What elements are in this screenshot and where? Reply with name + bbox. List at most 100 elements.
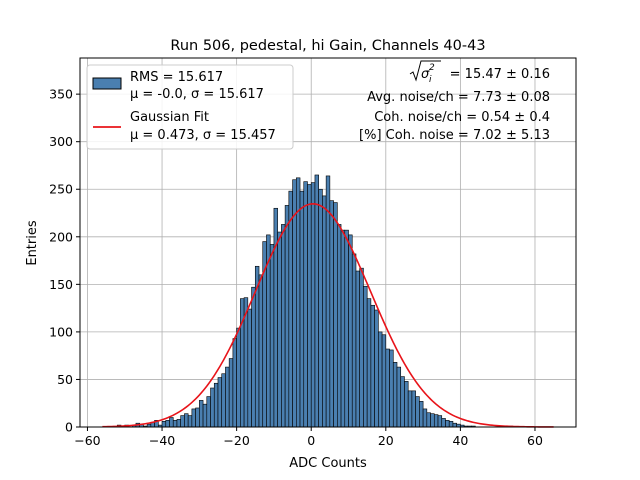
legend-histogram-label: RMS = 15.617 [130,70,223,85]
x-tick-label: 20 [378,433,394,448]
x-axis-ticks: −60 −40 −20 0 20 40 60 [74,427,543,448]
histogram-bar [232,338,237,428]
x-tick-label: 40 [452,433,468,448]
histogram-bar [333,202,338,428]
histogram-bar [176,419,181,428]
annotation-coh-noise-percent: [%] Coh. noise = 7.02 ± 5.13 [359,128,550,143]
histogram-bar [288,190,293,428]
histogram-bar [210,387,215,428]
histogram-bar [310,182,316,428]
y-tick-label: 300 [49,134,73,149]
histogram-bar [281,224,286,428]
histogram-bar [273,207,278,428]
histogram-bar [247,308,252,428]
histogram-bar [426,412,431,428]
histogram-bar [221,373,226,428]
histogram-bar [161,420,167,428]
x-tick-label: 60 [527,433,543,448]
histogram-bar [284,205,290,428]
legend: RMS = 15.617 μ = -0.0, σ = 15.617 Gaussi… [86,64,294,150]
histogram-bar [430,413,435,428]
histogram-bar [225,366,230,428]
histogram-bar [433,414,439,428]
histogram-bar [236,327,241,428]
histogram-bar [351,253,357,428]
legend-box [86,64,294,150]
histogram-bar [400,376,405,428]
sigma-subscript: i [429,75,432,85]
sigma-superscript: 2 [429,63,435,73]
histogram-bar [184,413,189,428]
legend-histogram-swatch [92,77,122,90]
histogram-bar [437,415,443,428]
y-tick-label: 0 [65,420,73,435]
histogram-bar [296,177,301,428]
histogram-bar [322,195,327,428]
histogram-bar [370,304,375,428]
histogram-bar [206,396,211,428]
histogram-bar [448,420,454,428]
histogram-bar [374,309,379,428]
annotation-coh-noise: Coh. noise/ch = 0.54 ± 0.4 [374,110,550,125]
histogram-bar [180,415,185,428]
histogram-bar [217,377,223,428]
y-tick-label: 50 [57,372,73,387]
sqrt-symbol [409,60,441,82]
sigma-symbol: σ [421,67,430,82]
histogram-bar [191,408,196,428]
histogram-bar [199,400,204,428]
histogram-bar [355,270,360,428]
histogram-bar [404,381,409,428]
histogram-bar [363,285,368,428]
y-tick-label: 350 [49,87,73,102]
histogram-bar [452,422,457,428]
histogram-bar [314,174,319,428]
histogram-bar [202,403,208,428]
legend-fit-stats: μ = 0.473, σ = 15.457 [130,128,276,143]
histogram-bar [277,231,282,428]
histogram-bar [419,401,424,428]
gaussian-fit-line [102,202,554,428]
x-axis-label: ADC Counts [289,456,367,471]
plot-frame [79,57,577,428]
histogram-bar [251,286,256,428]
histogram-bar [392,362,398,428]
histogram-bar [318,188,323,428]
histogram-bar [415,396,420,428]
histogram-bar [441,418,446,428]
y-axis-label: Entries [25,220,40,266]
x-tick-label: −40 [149,433,175,448]
x-tick-label: −20 [223,433,249,448]
histogram-bar [195,407,200,428]
x-tick-label: −60 [74,433,100,448]
histogram-bar [329,200,334,428]
y-axis-ticks: 0 50 100 150 200 250 300 350 [49,87,80,435]
histogram-bar [258,274,264,428]
x-tick-label: 0 [307,433,315,448]
chart-title: Run 506, pedestal, hi Gain, Channels 40-… [170,38,485,54]
histogram-bar [366,298,372,428]
histogram-bar [396,366,402,428]
histogram-bar [337,224,342,428]
histogram-bar [445,420,450,428]
histogram-bar [411,390,416,428]
legend-fit-label: Gaussian Fit [130,110,209,125]
histogram-bar [187,415,193,428]
histogram-bar [348,234,353,428]
y-tick-label: 100 [49,324,73,339]
y-tick-label: 200 [49,229,73,244]
annotation-rms-value: = 15.47 ± 0.16 [450,67,550,82]
annotations: σ 2 i = 15.47 ± 0.16 Avg. noise/ch = 7.7… [359,60,550,143]
histogram-bar [340,229,346,428]
histogram-bar [389,349,394,428]
histogram-bar [228,358,234,428]
histogram-bar [303,181,308,428]
histogram-bar [359,267,364,428]
histogram-bar [385,348,390,428]
histogram-bar [165,420,170,428]
histogram-bar [307,184,312,428]
histogram-bar [172,420,178,428]
annotation-avg-noise: Avg. noise/ch = 7.73 ± 0.08 [367,90,550,105]
histogram-bar [407,390,413,428]
